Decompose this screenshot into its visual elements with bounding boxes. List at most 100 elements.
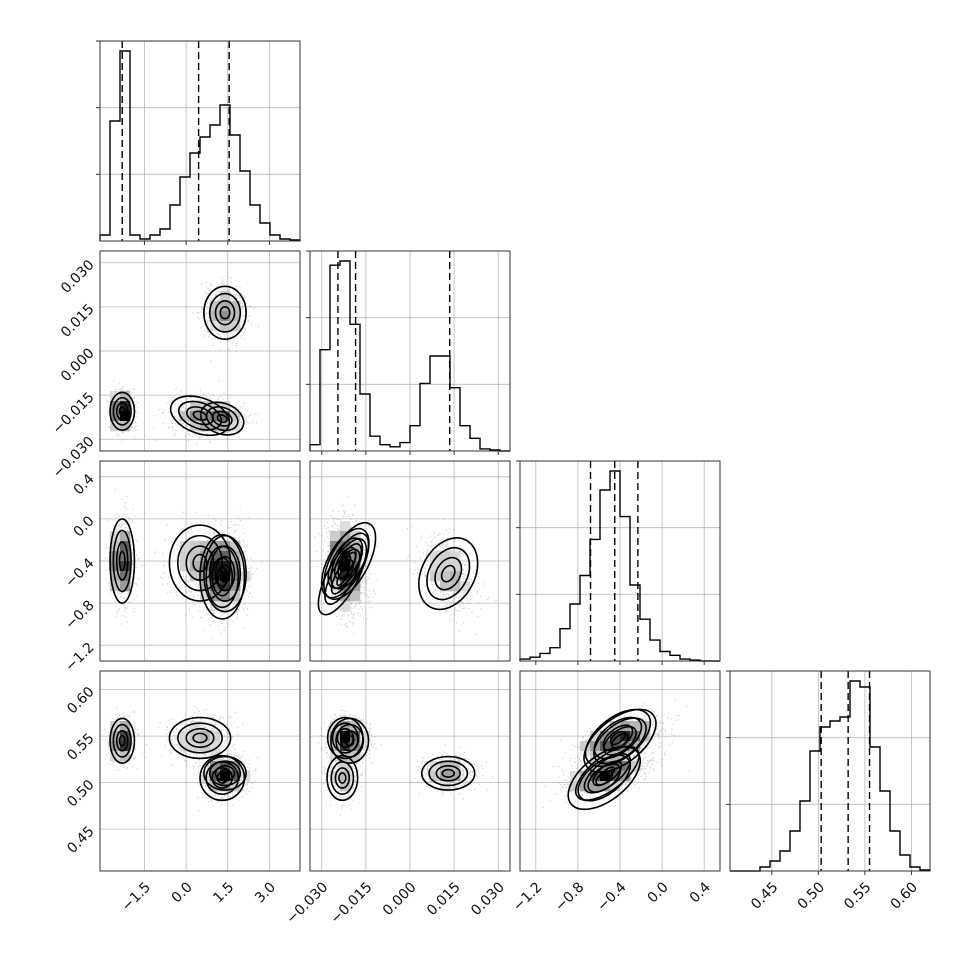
density-contour — [326, 716, 364, 760]
density-contour — [339, 554, 352, 572]
density-cell — [230, 421, 241, 432]
scatter-panel-0-2 — [99, 460, 301, 662]
density-contour — [214, 555, 236, 592]
y-tick-label: 0.030 — [58, 257, 98, 297]
x-tick-label: 0.55 — [841, 879, 874, 912]
density-cell — [340, 561, 351, 572]
density-cell — [200, 771, 211, 782]
density-contour — [185, 727, 215, 748]
density-cell — [190, 421, 201, 432]
density-cell — [340, 531, 351, 542]
density-cell — [120, 581, 131, 592]
density-cell — [220, 591, 231, 602]
density-cell — [590, 781, 601, 792]
density-cell — [190, 411, 201, 422]
density-contour — [583, 753, 632, 794]
density-contour — [199, 754, 246, 802]
histogram-panel-0 — [96, 40, 301, 245]
density-contour — [199, 533, 246, 620]
density-cell — [120, 391, 131, 402]
density-contour — [338, 772, 347, 784]
scatter-panel-0-3 — [99, 670, 301, 872]
x-tick-label: −0.4 — [594, 879, 629, 914]
density-cell — [110, 401, 121, 412]
density-cell — [350, 591, 361, 602]
density-cell — [180, 411, 191, 422]
panel-frame — [99, 670, 301, 872]
density-cell — [430, 551, 441, 562]
density-contour — [168, 524, 232, 602]
density-cell — [610, 721, 621, 732]
density-cell — [230, 761, 241, 772]
density-cell — [610, 761, 621, 772]
x-tick-label: 0.45 — [748, 879, 781, 912]
panel-frame — [519, 460, 721, 662]
density-cell — [230, 581, 241, 592]
density-contour — [428, 760, 469, 787]
x-tick-label: 0.50 — [795, 879, 828, 912]
density-contour — [602, 724, 634, 752]
y-tick-label: 0.50 — [64, 777, 97, 810]
scatter-panel-1-2 — [309, 460, 511, 662]
density-cell — [610, 731, 621, 742]
x-tick-label: 0.000 — [380, 879, 420, 919]
density-contour — [192, 732, 208, 744]
density-cell — [200, 571, 211, 582]
density-cell — [450, 771, 461, 782]
y-tick-label: −0.030 — [50, 434, 98, 482]
density-cell — [110, 561, 121, 572]
histogram-panel-3 — [726, 670, 931, 875]
x-tick-label: 3.0 — [252, 879, 279, 906]
density-cell — [210, 421, 221, 432]
density-cell — [220, 561, 231, 572]
density-cell — [340, 741, 351, 752]
density-cell — [210, 761, 221, 772]
density-contour — [434, 556, 463, 591]
density-contour — [435, 764, 461, 782]
density-contour — [609, 730, 626, 746]
histogram-step-line — [309, 260, 510, 452]
density-cell — [230, 411, 241, 422]
x-tick-label: −0.015 — [328, 879, 376, 927]
density-cell — [120, 741, 131, 752]
density-cell — [210, 741, 221, 752]
density-contour — [205, 406, 239, 432]
y-tick-label: 0.60 — [64, 684, 97, 717]
density-cell — [210, 731, 221, 742]
density-cell — [590, 731, 601, 742]
scatter-panel-2-3 — [519, 670, 721, 872]
density-cell — [230, 561, 241, 572]
density-contour — [583, 708, 657, 773]
density-contour — [592, 760, 623, 787]
density-cell — [450, 551, 461, 562]
density-contour — [574, 745, 640, 801]
density-cell — [570, 781, 581, 792]
density-contour — [118, 406, 126, 417]
density-contour — [115, 541, 129, 581]
density-contour — [336, 567, 349, 587]
density-cell — [230, 771, 241, 782]
density-contour — [115, 729, 129, 752]
density-cell — [630, 741, 641, 752]
y-tick-label: 0.0 — [71, 513, 98, 540]
panel-frame — [309, 460, 511, 662]
density-cell — [230, 781, 241, 792]
density-cell — [450, 581, 461, 592]
density-cell — [200, 541, 211, 552]
density-contour — [440, 564, 456, 583]
density-contour — [118, 550, 126, 572]
density-cell — [220, 311, 231, 322]
density-cell — [110, 581, 121, 592]
density-cell — [350, 531, 361, 542]
density-cell — [340, 761, 351, 772]
y-tick-label: −0.4 — [62, 555, 97, 590]
density-contour — [420, 755, 476, 791]
density-cell — [110, 411, 121, 422]
density-cell — [450, 761, 461, 772]
density-cell — [330, 731, 341, 742]
density-contour — [177, 722, 223, 754]
density-cell — [190, 571, 201, 582]
density-contour — [208, 545, 242, 602]
density-cell — [200, 561, 211, 572]
density-cell — [430, 771, 441, 782]
